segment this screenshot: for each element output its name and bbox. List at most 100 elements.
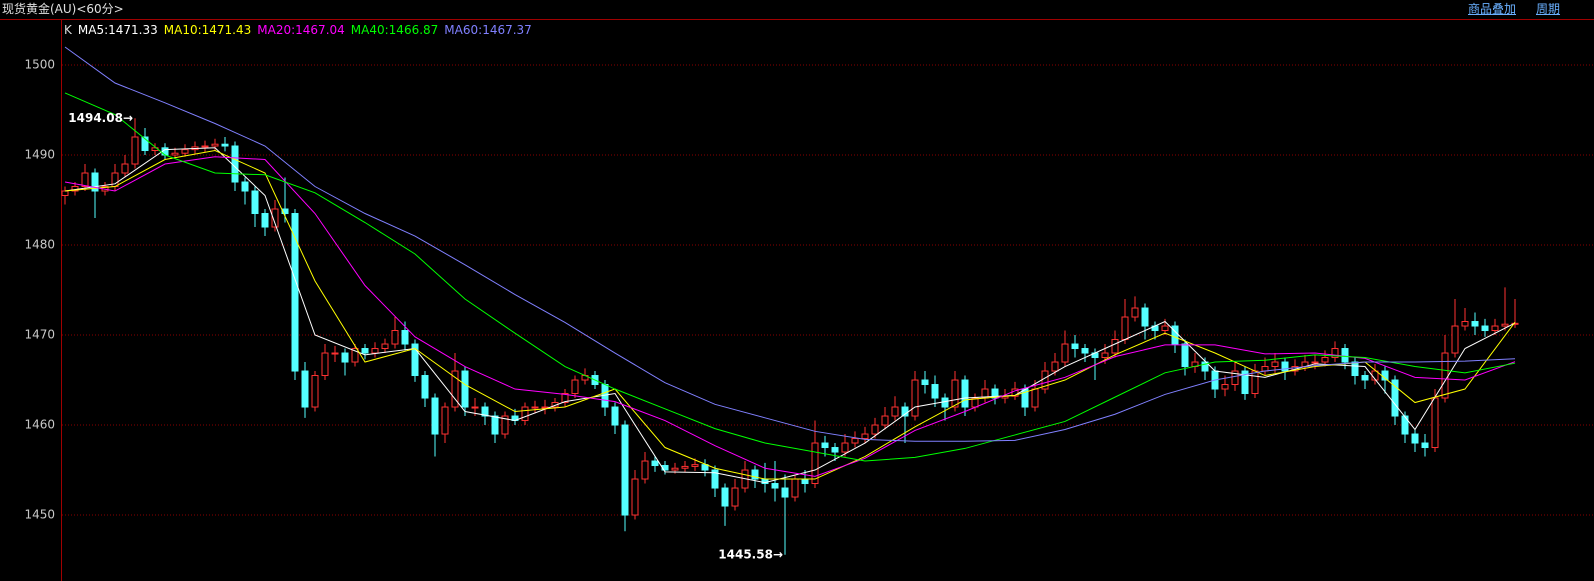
candle-body — [261, 213, 269, 228]
candle-body — [1331, 348, 1339, 359]
candle-body — [491, 415, 499, 435]
candle-body — [1341, 348, 1349, 363]
candle-body — [1401, 415, 1409, 435]
candle-body — [631, 478, 639, 516]
candle-body — [391, 330, 399, 345]
candle-body — [331, 352, 339, 355]
candle-body — [1481, 325, 1489, 332]
candle-body — [1271, 361, 1279, 368]
candle-body — [841, 442, 849, 453]
candle-body — [501, 415, 509, 435]
candle-body — [691, 464, 699, 467]
candle-body — [1421, 442, 1429, 449]
candle-body — [801, 478, 809, 485]
link[interactable]: 商品叠加 — [1468, 2, 1517, 16]
legend-entry: MA60:1467.37 — [444, 23, 532, 37]
candle-body — [1051, 361, 1059, 372]
candle-body — [1121, 316, 1129, 341]
candle-body — [1431, 397, 1439, 449]
candle-body — [371, 348, 379, 354]
candle-body — [921, 379, 929, 386]
legend-text: MA10 — [163, 23, 198, 37]
candle-body — [681, 465, 689, 469]
annotation: 1445.58→ — [718, 547, 783, 561]
candle-body — [91, 172, 99, 192]
candle-body — [291, 213, 299, 372]
ma-line — [64, 156, 1516, 477]
ma-line — [64, 149, 1516, 480]
candle-body — [961, 379, 969, 408]
candle-body — [891, 406, 899, 417]
candle-body — [131, 136, 139, 165]
candle-body — [951, 379, 959, 408]
candle-body — [711, 469, 719, 489]
legend-text: 1466.87 — [388, 23, 439, 37]
candle-body — [461, 370, 469, 408]
candle-body — [1031, 388, 1039, 408]
legend-text: MA20 — [257, 23, 292, 37]
legend-text: MA5 — [77, 23, 105, 37]
indicator: K — [64, 23, 72, 37]
candle-body — [1411, 433, 1419, 444]
annotation: 1494.08→ — [68, 111, 133, 125]
y-tick-label: 1480 — [24, 238, 55, 252]
candle-body — [271, 208, 279, 228]
legend-text: 1471.33 — [108, 23, 158, 37]
candle-body — [201, 145, 209, 148]
title: 现货黄金(AU)<60分> — [2, 2, 124, 16]
candle-body — [771, 483, 779, 489]
candle-body — [1141, 307, 1149, 327]
header: 现货黄金(AU)<60分> 商品叠加 周期 — [0, 0, 1594, 20]
candle-body — [351, 348, 359, 363]
legend-entry: MA40:1466.87 — [350, 23, 439, 37]
legend-entry: MA5:1471.33 — [77, 23, 158, 37]
candle-body — [361, 348, 369, 354]
candle-body — [781, 487, 789, 498]
candle-body — [181, 149, 189, 154]
candle-body — [381, 343, 389, 350]
candle-body — [431, 397, 439, 435]
candle-body — [1321, 357, 1329, 363]
candle-body — [1311, 361, 1319, 364]
candle-body — [1241, 370, 1249, 395]
legend-text: MA40 — [350, 23, 385, 37]
candle-body — [731, 487, 739, 507]
candle-body — [651, 460, 659, 467]
candle-body — [911, 379, 919, 417]
candle-body — [211, 143, 219, 147]
legend-text: 1467.04 — [295, 23, 345, 37]
legend-text: 1471.43 — [201, 23, 252, 37]
candle-body — [881, 415, 889, 426]
candle-body — [621, 424, 629, 516]
legend-entry: MA20:1467.04 — [257, 23, 345, 37]
candle-body — [231, 145, 239, 183]
candle-body — [861, 433, 869, 440]
candle-body — [1491, 325, 1499, 332]
candle-body — [451, 370, 459, 408]
y-tick-label: 1470 — [24, 328, 55, 342]
candle-body — [931, 384, 939, 399]
candle-body — [1351, 361, 1359, 377]
candle-body — [871, 424, 879, 435]
candle-body — [641, 460, 649, 480]
candle-body — [61, 190, 69, 197]
legend: K MA5:1471.33 MA10:1471.43 MA20:1467.04 MA40… — [64, 21, 532, 39]
legend-entry: MA10:1471.43 — [163, 23, 252, 37]
candle-body — [1361, 375, 1369, 381]
candle-body — [1011, 388, 1019, 397]
candle-body — [811, 442, 819, 485]
link[interactable]: 周期 — [1536, 2, 1561, 16]
candle-body — [1161, 325, 1169, 332]
candle-body — [171, 152, 179, 156]
candle-body — [1081, 348, 1089, 354]
candle-body — [671, 467, 679, 471]
candle-body — [831, 447, 839, 453]
candle-body — [281, 208, 289, 215]
candle-body — [561, 393, 569, 404]
candle-body — [611, 406, 619, 426]
y-tick-label: 1490 — [24, 148, 55, 162]
candle-body — [1441, 352, 1449, 399]
candle-body — [1101, 352, 1109, 359]
